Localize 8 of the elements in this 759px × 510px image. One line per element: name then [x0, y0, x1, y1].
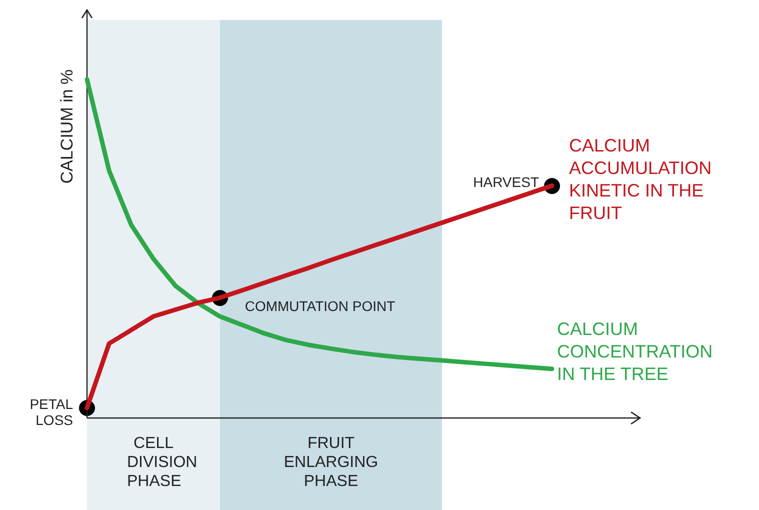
- text: CELL DIVISION PHASE: [126, 434, 198, 491]
- y-axis-title: CALCIUM in %: [58, 69, 77, 184]
- series-label: CALCIUM ACCUMULATION KINETIC IN THE FRUIT: [569, 136, 712, 224]
- annotation: HARVEST: [472, 174, 539, 190]
- text: FRUIT ENLARGING PHASE: [282, 434, 380, 491]
- annotation: COMMUTATION POINT: [244, 298, 396, 314]
- series-label: CALCIUM CONCENTRATION IN THE TREE: [557, 318, 713, 384]
- text: PETAL LOSS: [28, 396, 73, 428]
